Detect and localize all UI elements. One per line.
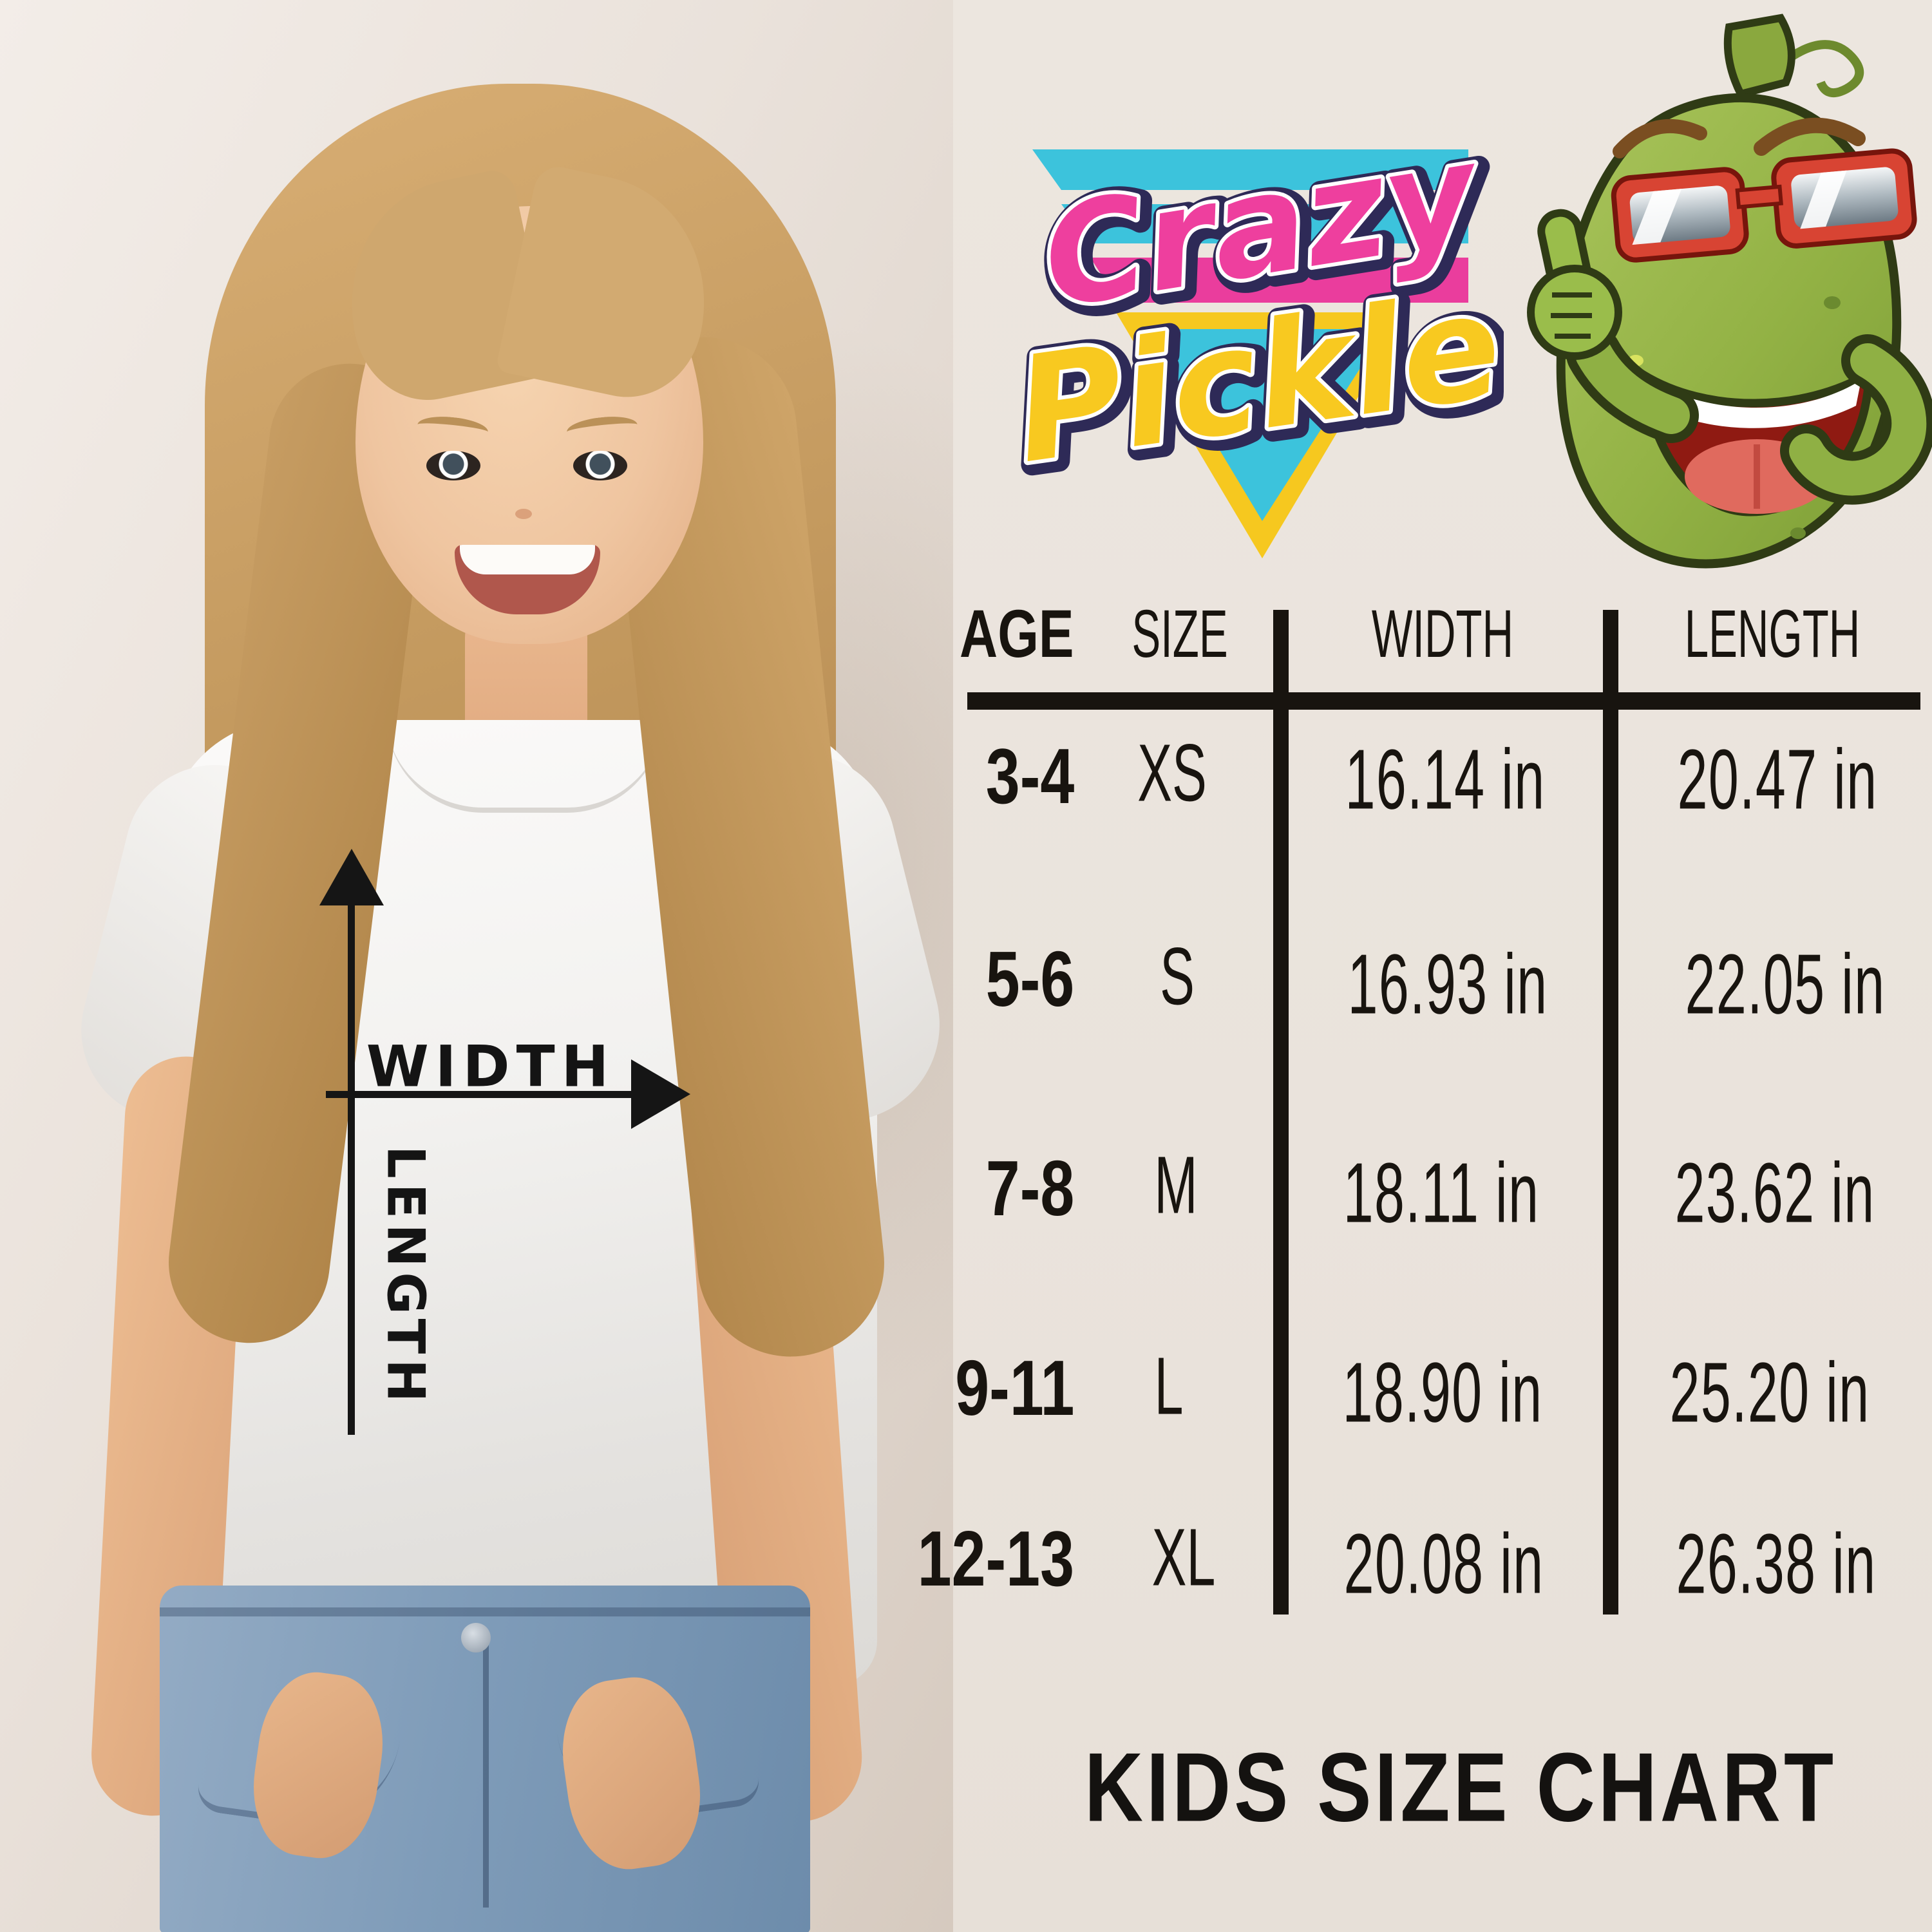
width-diagram-label: WIDTH [366,1033,616,1100]
fist [1527,265,1622,360]
table-row-age: 12-13 [917,1515,1074,1602]
logo-stripe-cyan [1061,204,1468,243]
eyebrow [1613,118,1707,158]
stem-curl [1777,40,1864,98]
pickle-mascot-icon [1527,14,1932,569]
arm [1789,343,1927,496]
col-header-age: AGE [960,596,1074,672]
tshirt-collar [386,716,663,813]
sunglasses-icon [1611,148,1917,263]
jeans-button [461,1623,491,1653]
table-column-divider [1273,610,1289,1615]
logo-stripe-cyan [1032,149,1468,190]
table-row-size: S [1160,931,1195,1022]
arm [1575,336,1690,434]
up-arrow-icon [319,849,384,905]
table-row-width: 16.14 in [1345,732,1546,827]
table-row-size: M [1154,1139,1198,1231]
logo-stripe-pink [1090,258,1468,303]
nose [515,509,532,519]
table-row-length: 26.38 in [1676,1516,1877,1611]
length-diagram-label: LENGTH [375,1145,436,1408]
logo-triangle-cyan [1147,329,1385,521]
crazy-pickle-logo: Crazy Crazy Crazy Pickle Pickle Pickle [1014,104,1504,558]
model-photo: WIDTH LENGTH [0,0,953,1932]
page-title: KIDS SIZE CHART [1084,1732,1837,1842]
table-row-size: XS [1137,727,1207,819]
table-column-divider [1603,610,1618,1615]
table-row-size: XL [1151,1511,1216,1603]
eye [573,451,627,480]
table-row-age: 9-11 [954,1344,1074,1432]
col-header-width: WIDTH [1371,596,1514,672]
eyebrow [1754,117,1866,156]
jeans-waistband [160,1607,810,1616]
table-row-length: 25.20 in [1669,1345,1870,1440]
eye [426,451,480,480]
table-row-length: 22.05 in [1685,936,1886,1032]
table-row-age: 3-4 [985,732,1074,820]
length-axis-line [348,899,355,1435]
table-row-length: 20.47 in [1677,732,1878,827]
table-row-width: 20.08 in [1343,1516,1544,1611]
teeth [1651,380,1861,428]
table-header-rule [967,692,1920,710]
table-row-age: 5-6 [985,935,1074,1023]
table-row-width: 18.11 in [1343,1145,1540,1240]
table-row-size: L [1154,1340,1184,1432]
width-axis-line [326,1091,634,1098]
col-header-size: SIZE [1132,596,1228,672]
col-header-length: LENGTH [1684,596,1861,672]
table-row-length: 23.62 in [1674,1145,1875,1240]
right-arrow-icon [631,1059,690,1129]
jeans-fly [483,1631,489,1908]
table-row-width: 16.93 in [1347,936,1548,1032]
teeth [460,545,595,574]
table-row-width: 18.90 in [1342,1345,1543,1440]
table-row-age: 7-8 [985,1144,1074,1232]
stem [1723,14,1795,99]
